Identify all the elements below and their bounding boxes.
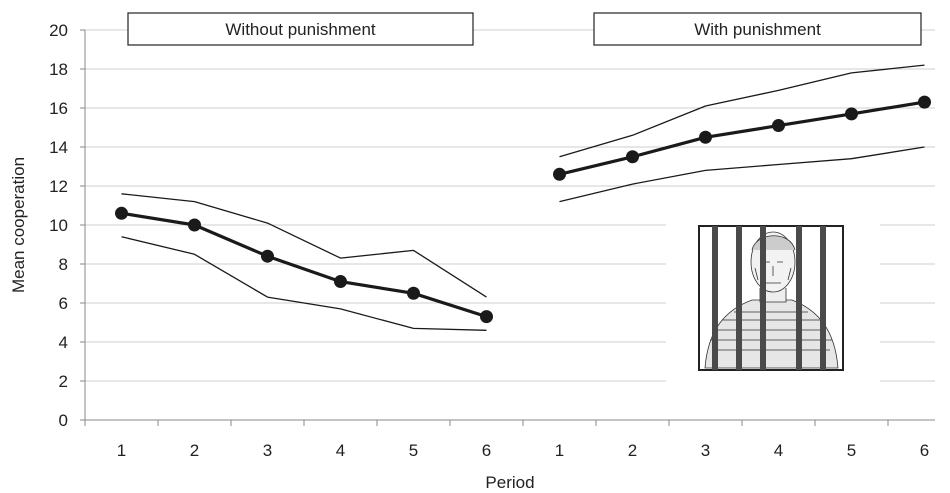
- y-tick-label: 0: [59, 411, 68, 430]
- x-tick-label: 4: [774, 441, 783, 460]
- y-tick-label: 16: [49, 99, 68, 118]
- panel-label-box: [127, 12, 474, 46]
- data-point: [772, 119, 785, 133]
- y-tick-label: 18: [49, 60, 68, 79]
- x-tick-label: 6: [482, 441, 491, 460]
- x-tick-label: 5: [847, 441, 856, 460]
- x-axis-title: Period: [485, 473, 534, 492]
- y-tick-label: 20: [49, 21, 68, 40]
- panel-labels: Without punishment With punishment: [127, 12, 922, 46]
- y-tick-label: 12: [49, 177, 68, 196]
- y-axis-title: Mean cooperation: [9, 157, 28, 293]
- y-tick-label: 6: [59, 294, 68, 313]
- x-tick-label: 4: [336, 441, 345, 460]
- mean-line: [121, 211, 487, 319]
- lower-bound-line: [121, 236, 487, 331]
- data-point: [188, 218, 201, 232]
- x-tick-label: 3: [701, 441, 710, 460]
- data-point: [845, 107, 858, 121]
- y-tick-label: 4: [59, 333, 68, 352]
- y-tick-label: 8: [59, 255, 68, 274]
- y-tick-label: 14: [49, 138, 68, 157]
- lower-bound-line: [559, 146, 925, 203]
- plot-markers: [115, 95, 931, 324]
- data-point: [480, 310, 493, 324]
- panel-label: Without punishment: [225, 20, 376, 39]
- x-tick-label: 1: [555, 441, 564, 460]
- x-tick-label: 6: [920, 441, 929, 460]
- data-point: [334, 275, 347, 289]
- x-tick-label: 5: [409, 441, 418, 460]
- data-point: [626, 150, 639, 164]
- data-point: [553, 167, 566, 181]
- panel-label: With punishment: [694, 20, 821, 39]
- plot-lines: [121, 64, 925, 331]
- x-tick-label: 2: [628, 441, 637, 460]
- x-tick-label: 1: [117, 441, 126, 460]
- data-point: [407, 286, 420, 300]
- panel-label-box: [593, 12, 922, 46]
- y-tick-label: 10: [49, 216, 68, 235]
- data-point: [261, 249, 274, 263]
- prisoner-behind-bars-icon: [666, 206, 880, 402]
- upper-bound-line: [121, 193, 487, 298]
- upper-bound-line: [559, 64, 925, 158]
- data-point: [918, 95, 931, 109]
- data-point: [699, 130, 712, 144]
- y-tick-label: 2: [59, 372, 68, 391]
- x-tick-label: 3: [263, 441, 272, 460]
- x-tick-label: 2: [190, 441, 199, 460]
- mean-line: [559, 100, 925, 176]
- data-point: [115, 206, 128, 220]
